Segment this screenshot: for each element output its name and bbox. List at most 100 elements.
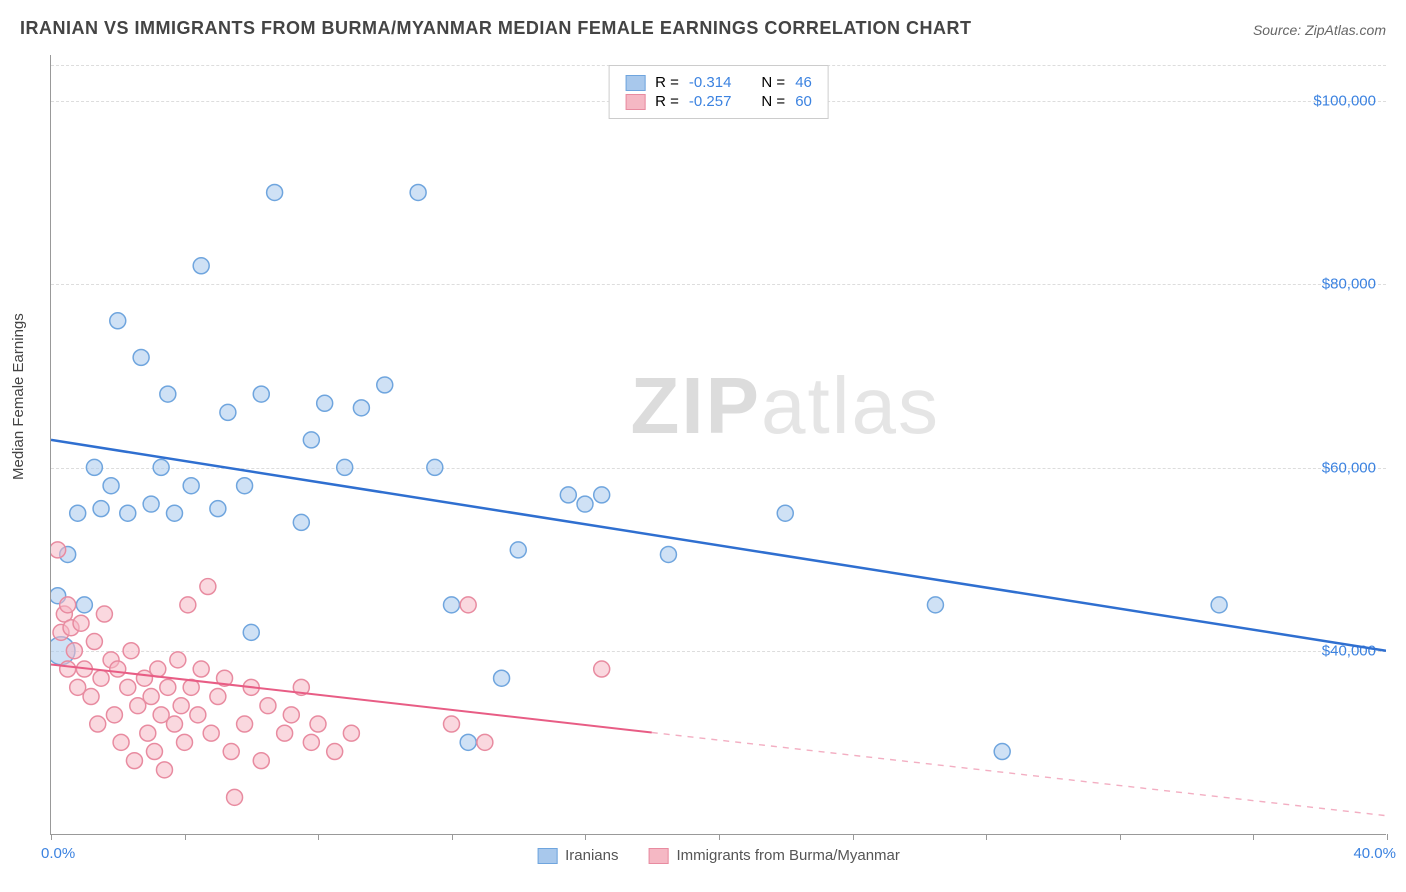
trend-line bbox=[51, 440, 1386, 651]
data-point bbox=[317, 395, 333, 411]
data-point bbox=[133, 349, 149, 365]
data-point bbox=[86, 634, 102, 650]
data-point bbox=[927, 597, 943, 613]
data-point bbox=[86, 459, 102, 475]
data-point bbox=[83, 689, 99, 705]
n-label: N = bbox=[761, 93, 785, 110]
data-point bbox=[494, 670, 510, 686]
x-tick bbox=[452, 834, 453, 840]
data-point bbox=[594, 661, 610, 677]
data-point bbox=[237, 478, 253, 494]
data-point bbox=[444, 716, 460, 732]
r-label: R = bbox=[655, 74, 679, 91]
data-point bbox=[327, 744, 343, 760]
data-point bbox=[660, 546, 676, 562]
scatter-plot-svg bbox=[51, 55, 1386, 834]
data-point bbox=[1211, 597, 1227, 613]
r-value-series2: -0.257 bbox=[689, 93, 732, 110]
n-label: N = bbox=[761, 74, 785, 91]
data-point bbox=[70, 505, 86, 521]
data-point bbox=[283, 707, 299, 723]
data-point bbox=[203, 725, 219, 741]
data-point bbox=[223, 744, 239, 760]
data-point bbox=[146, 744, 162, 760]
data-point bbox=[777, 505, 793, 521]
x-tick bbox=[986, 834, 987, 840]
data-point bbox=[177, 734, 193, 750]
legend-item-series1: Iranians bbox=[537, 847, 618, 864]
data-point bbox=[160, 386, 176, 402]
x-tick bbox=[51, 834, 52, 840]
data-point bbox=[577, 496, 593, 512]
data-point bbox=[166, 716, 182, 732]
swatch-series2 bbox=[625, 94, 645, 110]
x-tick bbox=[719, 834, 720, 840]
legend-row-series1: R = -0.314 N = 46 bbox=[625, 74, 812, 91]
data-point bbox=[303, 432, 319, 448]
data-point bbox=[190, 707, 206, 723]
data-point bbox=[93, 670, 109, 686]
r-label: R = bbox=[655, 93, 679, 110]
data-point bbox=[277, 725, 293, 741]
correlation-legend-box: R = -0.314 N = 46 R = -0.257 N = 60 bbox=[608, 65, 829, 119]
data-point bbox=[377, 377, 393, 393]
data-point bbox=[253, 753, 269, 769]
swatch-series1 bbox=[625, 75, 645, 91]
data-point bbox=[193, 258, 209, 274]
data-point bbox=[427, 459, 443, 475]
data-point bbox=[183, 478, 199, 494]
data-point bbox=[166, 505, 182, 521]
swatch-series1 bbox=[537, 848, 557, 864]
data-point bbox=[110, 661, 126, 677]
data-point bbox=[113, 734, 129, 750]
data-point bbox=[66, 643, 82, 659]
data-point bbox=[510, 542, 526, 558]
x-tick bbox=[853, 834, 854, 840]
y-axis-label: Median Female Earnings bbox=[10, 313, 27, 480]
data-point bbox=[220, 404, 236, 420]
data-point bbox=[110, 313, 126, 329]
data-point bbox=[143, 689, 159, 705]
data-point bbox=[170, 652, 186, 668]
x-max-label: 40.0% bbox=[1353, 845, 1396, 862]
data-point bbox=[253, 386, 269, 402]
plot-area: ZIPatlas $40,000$60,000$80,000$100,000 0… bbox=[50, 55, 1386, 835]
data-point bbox=[160, 679, 176, 695]
data-point bbox=[60, 661, 76, 677]
data-point bbox=[444, 597, 460, 613]
n-value-series1: 46 bbox=[795, 74, 812, 91]
data-point bbox=[594, 487, 610, 503]
data-point bbox=[237, 716, 253, 732]
x-tick bbox=[1253, 834, 1254, 840]
source-label: Source: bbox=[1253, 22, 1305, 38]
data-point bbox=[96, 606, 112, 622]
series-legend: Iranians Immigrants from Burma/Myanmar bbox=[537, 847, 900, 864]
data-point bbox=[267, 184, 283, 200]
legend-item-series2: Immigrants from Burma/Myanmar bbox=[649, 847, 900, 864]
data-point bbox=[477, 734, 493, 750]
x-tick bbox=[185, 834, 186, 840]
x-tick bbox=[318, 834, 319, 840]
x-tick bbox=[1387, 834, 1388, 840]
data-point bbox=[410, 184, 426, 200]
data-point bbox=[227, 789, 243, 805]
data-point bbox=[173, 698, 189, 714]
data-point bbox=[293, 514, 309, 530]
data-point bbox=[60, 597, 76, 613]
data-point bbox=[153, 459, 169, 475]
data-point bbox=[343, 725, 359, 741]
data-point bbox=[126, 753, 142, 769]
legend-label-series2: Immigrants from Burma/Myanmar bbox=[677, 847, 900, 864]
legend-row-series2: R = -0.257 N = 60 bbox=[625, 93, 812, 110]
x-min-label: 0.0% bbox=[41, 845, 75, 862]
data-point bbox=[210, 501, 226, 517]
chart-container: IRANIAN VS IMMIGRANTS FROM BURMA/MYANMAR… bbox=[0, 0, 1406, 892]
data-point bbox=[310, 716, 326, 732]
source-attribution: Source: ZipAtlas.com bbox=[1253, 22, 1386, 38]
data-point bbox=[180, 597, 196, 613]
data-point bbox=[120, 505, 136, 521]
data-point bbox=[90, 716, 106, 732]
source-value: ZipAtlas.com bbox=[1305, 22, 1386, 38]
data-point bbox=[303, 734, 319, 750]
data-point bbox=[51, 542, 66, 558]
